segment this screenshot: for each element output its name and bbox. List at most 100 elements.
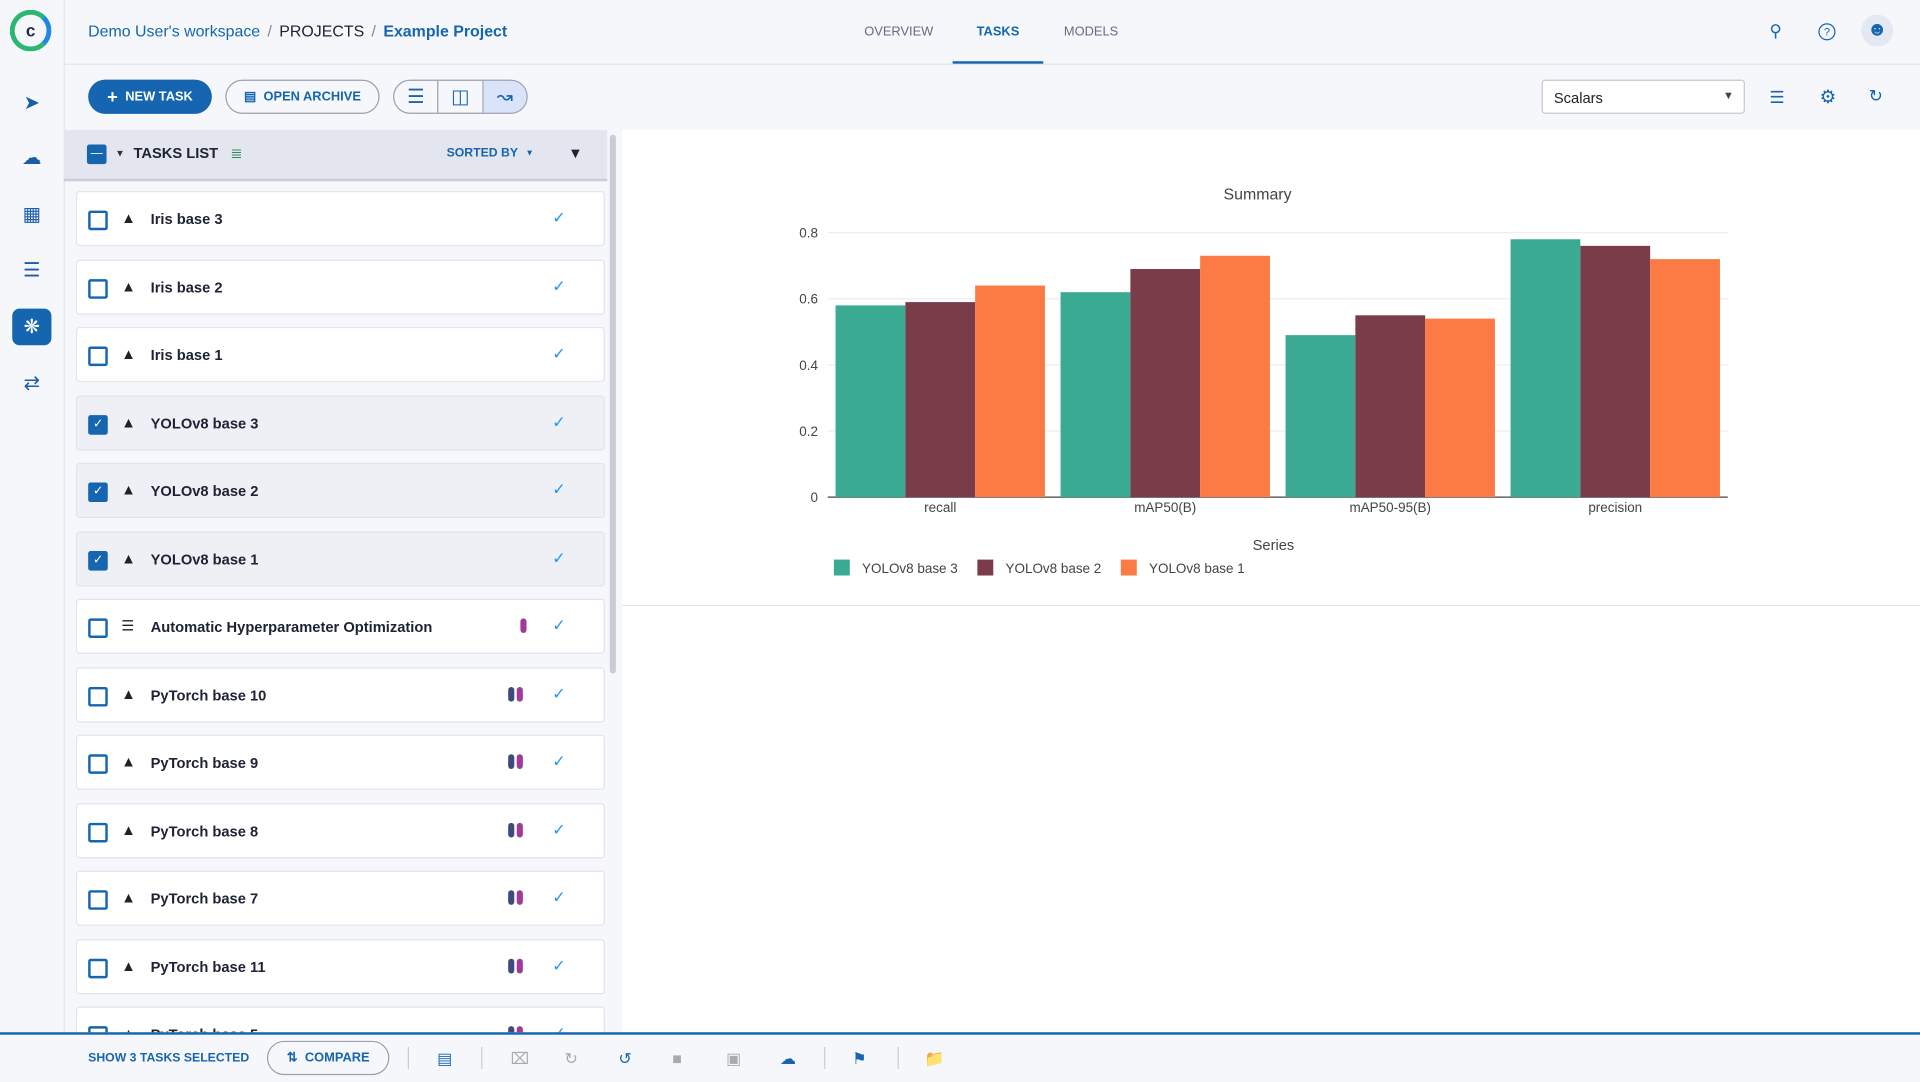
- empty-panel: [622, 606, 1920, 1033]
- list-scrollbar[interactable]: [609, 134, 616, 674]
- compare-label: COMPARE: [304, 1050, 370, 1066]
- task-row[interactable]: ▲ PyTorch base 7 ✓: [75, 870, 605, 926]
- training-icon: ▲: [121, 821, 136, 839]
- sorted-by-group: SORTED BY ▼: [447, 147, 534, 160]
- completed-check-icon: ✓: [552, 751, 566, 771]
- legend-title: Series: [1253, 538, 1295, 554]
- archive-icon[interactable]: ▤: [437, 1049, 453, 1068]
- breadcrumb-workspace[interactable]: Demo User's workspace: [88, 22, 261, 41]
- orchestration-icon[interactable]: ☁: [22, 148, 42, 169]
- status-tag: [516, 1026, 523, 1034]
- compare-chart-view-icon[interactable]: ↝: [483, 80, 527, 113]
- training-icon: ▲: [121, 481, 136, 499]
- bar: [1060, 292, 1131, 498]
- datasets-icon[interactable]: ▦: [22, 204, 42, 226]
- task-name: YOLOv8 base 2: [150, 482, 259, 500]
- y-tick-label: 0.6: [799, 292, 818, 307]
- publish-icon[interactable]: ▣: [726, 1049, 742, 1068]
- task-checkbox[interactable]: [88, 210, 108, 231]
- task-row[interactable]: ✓ ▲ YOLOv8 base 3 ✓: [75, 394, 605, 451]
- upload-cloud-icon[interactable]: ☁: [780, 1049, 796, 1068]
- task-row[interactable]: ▲ PyTorch base 10 ✓: [75, 666, 605, 722]
- task-checkbox[interactable]: ✓: [88, 482, 108, 503]
- collapse-icon[interactable]: ≣: [230, 144, 243, 162]
- select-all-checkbox[interactable]: —: [86, 144, 107, 165]
- y-tick-label: 0.2: [799, 424, 818, 439]
- task-row[interactable]: ▲ PyTorch base 11 ✓: [75, 938, 605, 994]
- tab-overview[interactable]: OVERVIEW: [864, 24, 934, 40]
- legend-label: YOLOv8 base 2: [1006, 561, 1102, 576]
- task-checkbox[interactable]: ✓: [88, 414, 108, 435]
- divider: [897, 1046, 899, 1069]
- pipelines-icon[interactable]: ➤: [23, 93, 41, 114]
- y-tick-label: 0.4: [799, 358, 818, 373]
- status-tag: [516, 686, 523, 702]
- task-checkbox[interactable]: [88, 822, 108, 842]
- stop-icon[interactable]: ■: [672, 1049, 682, 1068]
- view-select[interactable]: Scalars ▼: [1541, 79, 1745, 114]
- breadcrumb-project[interactable]: Example Project: [383, 22, 508, 41]
- task-checkbox[interactable]: [88, 618, 108, 638]
- new-task-button[interactable]: + NEW TASK: [88, 79, 212, 114]
- bar: [1580, 245, 1651, 498]
- archive-icon: ▤: [243, 89, 257, 105]
- task-checkbox[interactable]: ✓: [88, 550, 108, 571]
- layers-icon[interactable]: ☰: [23, 260, 41, 282]
- task-checkbox[interactable]: [88, 890, 108, 910]
- status-tag: [516, 822, 523, 837]
- status-tag: [516, 890, 523, 905]
- details-view-icon[interactable]: ◫: [439, 80, 484, 113]
- status-tag: [516, 958, 523, 973]
- status-tag: [508, 686, 515, 702]
- experiments-icon[interactable]: ❋: [12, 308, 52, 346]
- reset-icon[interactable]: ↻: [564, 1049, 578, 1068]
- training-icon: ▲: [121, 888, 136, 907]
- filter-icon[interactable]: ▼: [568, 144, 583, 162]
- tag-icon[interactable]: ⚑: [852, 1049, 867, 1068]
- chevron-down-icon[interactable]: ▼: [115, 148, 125, 160]
- table-view-icon[interactable]: ☰: [394, 80, 439, 113]
- task-row[interactable]: ☰ Automatic Hyperparameter Optimization ✓: [75, 598, 605, 654]
- task-checkbox[interactable]: [88, 958, 108, 978]
- show-selected-link[interactable]: SHOW 3 TASKS SELECTED: [88, 1051, 250, 1066]
- move-folder-icon[interactable]: 📁: [924, 1049, 945, 1068]
- breadcrumb-projects[interactable]: PROJECTS: [279, 22, 365, 41]
- settings-sliders-icon[interactable]: ☰: [1769, 86, 1785, 107]
- workers-icon[interactable]: ⇄: [23, 373, 41, 395]
- refresh-icon[interactable]: ↻: [1868, 85, 1883, 106]
- completed-check-icon: ✓: [552, 683, 566, 703]
- task-checkbox[interactable]: [88, 754, 108, 774]
- compare-button[interactable]: ⇅ COMPARE: [266, 1040, 390, 1076]
- status-tag: [508, 958, 515, 973]
- help-icon[interactable]: ?: [1818, 23, 1836, 41]
- bar: [1130, 269, 1201, 498]
- task-checkbox[interactable]: [88, 1026, 108, 1034]
- task-checkbox[interactable]: [88, 686, 108, 706]
- task-row[interactable]: ✓ ▲ YOLOv8 base 1 ✓: [75, 530, 605, 586]
- clearml-logo[interactable]: c: [9, 9, 52, 52]
- task-name: Iris base 1: [150, 346, 223, 364]
- completed-check-icon: ✓: [552, 1023, 566, 1034]
- restore-icon[interactable]: ↺: [618, 1049, 632, 1068]
- open-archive-button[interactable]: ▤ OPEN ARCHIVE: [225, 79, 380, 114]
- task-row[interactable]: ▲ Iris base 2 ✓: [75, 258, 605, 315]
- search-icon[interactable]: ⚲: [1769, 20, 1782, 41]
- dequeue-icon[interactable]: ⌧: [510, 1049, 529, 1068]
- user-avatar-icon[interactable]: ☻: [1861, 14, 1894, 47]
- task-row[interactable]: ▲ Iris base 3 ✓: [75, 191, 605, 247]
- task-row[interactable]: ▲ Iris base 1 ✓: [75, 326, 605, 383]
- gear-icon[interactable]: ⚙: [1819, 86, 1837, 108]
- task-row[interactable]: ✓ ▲ YOLOv8 base 2 ✓: [75, 462, 605, 518]
- tasks-list: — ▼ TASKS LIST ≣ SORTED BY ▼ ▼ ▲ Iris bas…: [63, 129, 608, 1034]
- tab-tasks[interactable]: TASKS: [952, 0, 1044, 64]
- task-checkbox[interactable]: [88, 278, 108, 299]
- task-name: PyTorch base 9: [150, 754, 259, 772]
- task-row[interactable]: ▲ PyTorch base 5 ✓: [75, 1006, 605, 1034]
- sorted-by-button[interactable]: SORTED BY: [446, 146, 519, 161]
- tab-models[interactable]: MODELS: [1063, 24, 1119, 40]
- task-row[interactable]: ▲ PyTorch base 8 ✓: [75, 802, 605, 858]
- legend-label: YOLOv8 base 3: [862, 561, 958, 576]
- status-tag: [520, 618, 527, 634]
- task-row[interactable]: ▲ PyTorch base 9 ✓: [75, 734, 605, 790]
- task-checkbox[interactable]: [88, 346, 108, 367]
